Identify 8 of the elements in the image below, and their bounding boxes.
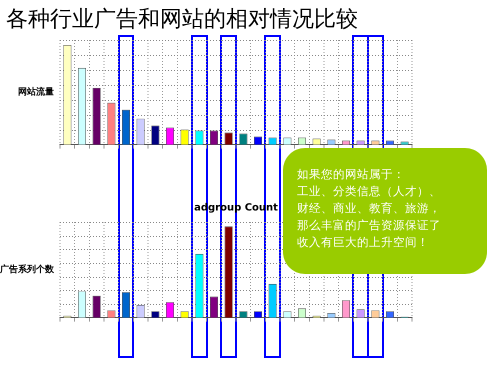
annotation: 收入有巨大的上升空间！ xyxy=(297,234,430,251)
y-axis-title: 广告系列个数 xyxy=(0,264,55,276)
text: 工业、分类信息（人才）、 xyxy=(297,183,442,200)
text: 如果您的网站属于： xyxy=(297,166,406,183)
chart-title: 各种行业广告和网站的相对情况比较 xyxy=(6,6,358,34)
y-axis-title: 网站流量 xyxy=(18,86,54,98)
text: 财经、商业、教育、旅游， xyxy=(297,200,442,217)
annotation: 那么丰富的广告资源保证了 xyxy=(297,217,442,234)
